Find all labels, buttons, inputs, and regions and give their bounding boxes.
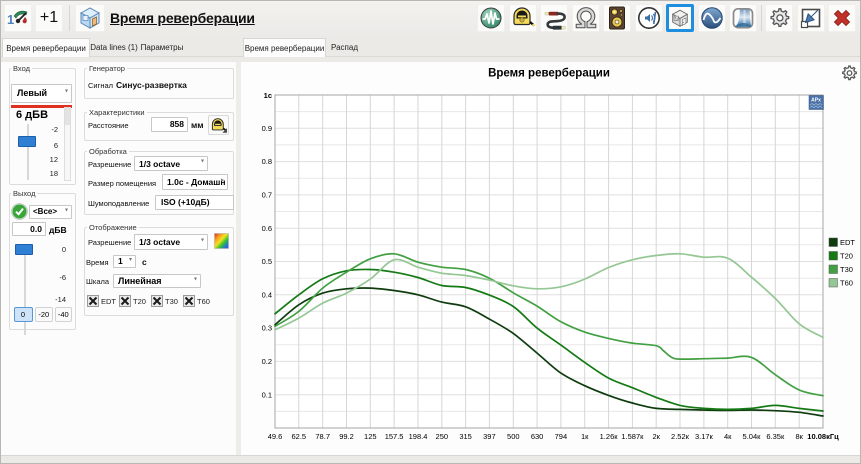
svg-text:0.9: 0.9 — [262, 124, 272, 133]
svg-text:2к: 2к — [652, 432, 660, 441]
svg-text:3.17к: 3.17к — [695, 432, 714, 441]
svg-text:99.2: 99.2 — [339, 432, 354, 441]
svg-text:APx: APx — [811, 98, 821, 104]
svg-text:1.587к: 1.587к — [621, 432, 644, 441]
svg-text:0.1: 0.1 — [262, 390, 272, 399]
svg-text:1с: 1с — [264, 91, 272, 100]
svg-text:0.4: 0.4 — [262, 290, 272, 299]
svg-text:1.26к: 1.26к — [600, 432, 619, 441]
svg-text:0.6: 0.6 — [262, 224, 272, 233]
svg-text:794: 794 — [555, 432, 568, 441]
svg-text:0.8: 0.8 — [262, 157, 272, 166]
svg-text:1: 1 — [7, 12, 14, 27]
svg-text:250: 250 — [436, 432, 449, 441]
svg-text:0.2: 0.2 — [262, 357, 272, 366]
svg-text:157.5: 157.5 — [385, 432, 404, 441]
svg-text:5.04к: 5.04к — [743, 432, 762, 441]
svg-text:500: 500 — [507, 432, 520, 441]
svg-text:T60: T60 — [840, 279, 853, 288]
svg-text:62.5: 62.5 — [291, 432, 306, 441]
svg-text:EDT: EDT — [840, 238, 855, 247]
svg-text:2.52к: 2.52к — [671, 432, 690, 441]
svg-text:198.4: 198.4 — [409, 432, 428, 441]
svg-text:4к: 4к — [724, 432, 732, 441]
svg-text:49.6: 49.6 — [268, 432, 283, 441]
svg-text:8к: 8к — [795, 432, 803, 441]
svg-text:0.5: 0.5 — [262, 257, 272, 266]
svg-text:T30: T30 — [840, 265, 853, 274]
svg-text:1к: 1к — [581, 432, 589, 441]
svg-text:T20: T20 — [840, 252, 853, 261]
svg-text:397: 397 — [483, 432, 496, 441]
svg-text:630: 630 — [531, 432, 544, 441]
svg-text:10.08кГц: 10.08кГц — [807, 432, 839, 441]
svg-text:0.7: 0.7 — [262, 191, 272, 200]
svg-text:6.35к: 6.35к — [766, 432, 785, 441]
svg-text:315: 315 — [459, 432, 472, 441]
svg-text:Время реверберации: Время реверберации — [488, 68, 610, 80]
svg-text:125: 125 — [364, 432, 377, 441]
svg-text:0.3: 0.3 — [262, 324, 272, 333]
svg-text:78.7: 78.7 — [315, 432, 330, 441]
